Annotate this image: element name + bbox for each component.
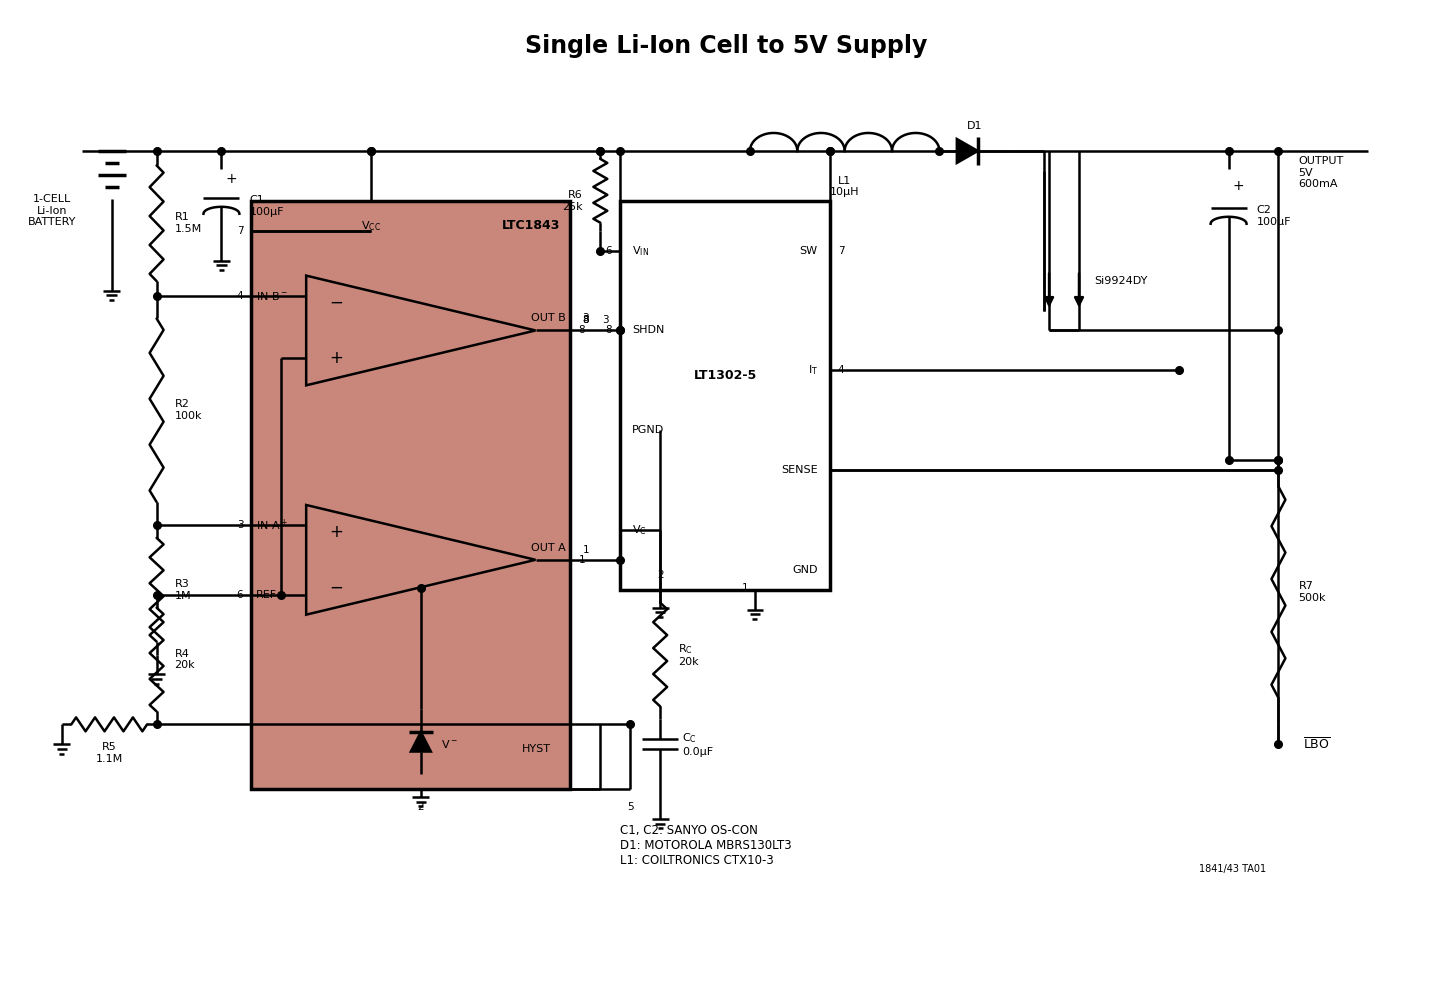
Text: REF: REF [257, 590, 277, 600]
Polygon shape [306, 275, 536, 385]
Text: +: + [330, 349, 343, 367]
Text: LTC1843: LTC1843 [502, 219, 560, 233]
Text: PGND: PGND [632, 425, 665, 436]
Text: R4
20k: R4 20k [174, 648, 195, 670]
Text: R$_\mathsf{C}$
20k: R$_\mathsf{C}$ 20k [678, 642, 698, 667]
Text: OUTPUT
5V
600mA: OUTPUT 5V 600mA [1298, 156, 1343, 189]
Text: 6: 6 [605, 246, 613, 255]
Text: −: − [330, 579, 343, 597]
Polygon shape [306, 505, 536, 615]
Text: V$_{\mathsf{CC}}$: V$_{\mathsf{CC}}$ [362, 219, 380, 233]
Text: C$_\mathsf{C}$
0.0μF: C$_\mathsf{C}$ 0.0μF [682, 732, 713, 757]
Text: Single Li-Ion Cell to 5V Supply: Single Li-Ion Cell to 5V Supply [524, 35, 928, 58]
Text: 1: 1 [582, 544, 590, 554]
Text: 4: 4 [237, 290, 244, 301]
Text: 1: 1 [742, 583, 748, 593]
Text: LT1302-5: LT1302-5 [694, 369, 756, 382]
Text: 7: 7 [838, 246, 844, 255]
Text: R1
1.5M: R1 1.5M [174, 213, 202, 234]
Text: V$_{\mathsf{IN}}$: V$_{\mathsf{IN}}$ [632, 244, 649, 257]
Text: 3: 3 [237, 520, 244, 530]
Text: 2: 2 [418, 802, 424, 812]
Text: OUT A: OUT A [530, 543, 565, 552]
Text: IN B$^-$: IN B$^-$ [257, 289, 289, 302]
Text: I$_\mathsf{T}$: I$_\mathsf{T}$ [807, 363, 817, 377]
Text: R6
25k: R6 25k [562, 190, 582, 212]
Text: SENSE: SENSE [781, 465, 817, 475]
Text: V$_\mathsf{C}$: V$_\mathsf{C}$ [632, 523, 648, 537]
Text: C1
100μF: C1 100μF [250, 195, 283, 217]
Text: 3: 3 [582, 314, 588, 324]
Text: 3: 3 [601, 316, 608, 326]
Text: SHDN: SHDN [632, 326, 665, 336]
Text: $\overline{\rm LBO}$: $\overline{\rm LBO}$ [1304, 737, 1330, 752]
Polygon shape [411, 732, 431, 751]
Text: 1841/43 TA01: 1841/43 TA01 [1199, 864, 1266, 874]
Text: HYST: HYST [521, 744, 550, 754]
Text: C2
100μF: C2 100μF [1256, 205, 1291, 227]
Text: GND: GND [793, 564, 817, 575]
Text: C1, C2: SANYO OS-CON
D1: MOTOROLA MBRS130LT3
L1: COILTRONICS CTX10-3: C1, C2: SANYO OS-CON D1: MOTOROLA MBRS13… [620, 824, 791, 867]
Text: 8: 8 [582, 316, 588, 326]
Text: 5: 5 [627, 802, 633, 812]
Polygon shape [957, 139, 977, 163]
Text: R5
1.1M: R5 1.1M [96, 742, 123, 764]
Text: +: + [225, 172, 237, 186]
Text: −: − [330, 294, 343, 312]
Text: 4: 4 [838, 365, 844, 375]
Text: +: + [1233, 179, 1244, 193]
Text: R2
100k: R2 100k [174, 399, 202, 421]
Text: V$^-$: V$^-$ [441, 739, 457, 750]
Text: 1: 1 [578, 554, 585, 565]
Text: 1-CELL
Li-Ion
BATTERY: 1-CELL Li-Ion BATTERY [28, 194, 76, 228]
Text: 8: 8 [605, 326, 613, 336]
Text: Si9924DY: Si9924DY [1093, 275, 1147, 285]
Bar [620, 201, 829, 590]
Text: R7
500k: R7 500k [1298, 581, 1326, 603]
Text: D1: D1 [967, 121, 982, 131]
Text: SW: SW [800, 246, 817, 255]
Text: 7: 7 [237, 226, 244, 236]
Text: OUT B: OUT B [530, 314, 565, 324]
Text: IN A$^+$: IN A$^+$ [257, 517, 289, 533]
Text: R3
1M: R3 1M [174, 579, 192, 601]
Text: 2: 2 [656, 570, 664, 580]
Text: L1
10μH: L1 10μH [831, 176, 860, 197]
Text: 8: 8 [582, 316, 590, 326]
Text: 6: 6 [237, 590, 244, 600]
Bar [251, 201, 571, 789]
Text: +: + [330, 523, 343, 541]
Text: 8: 8 [578, 326, 585, 336]
